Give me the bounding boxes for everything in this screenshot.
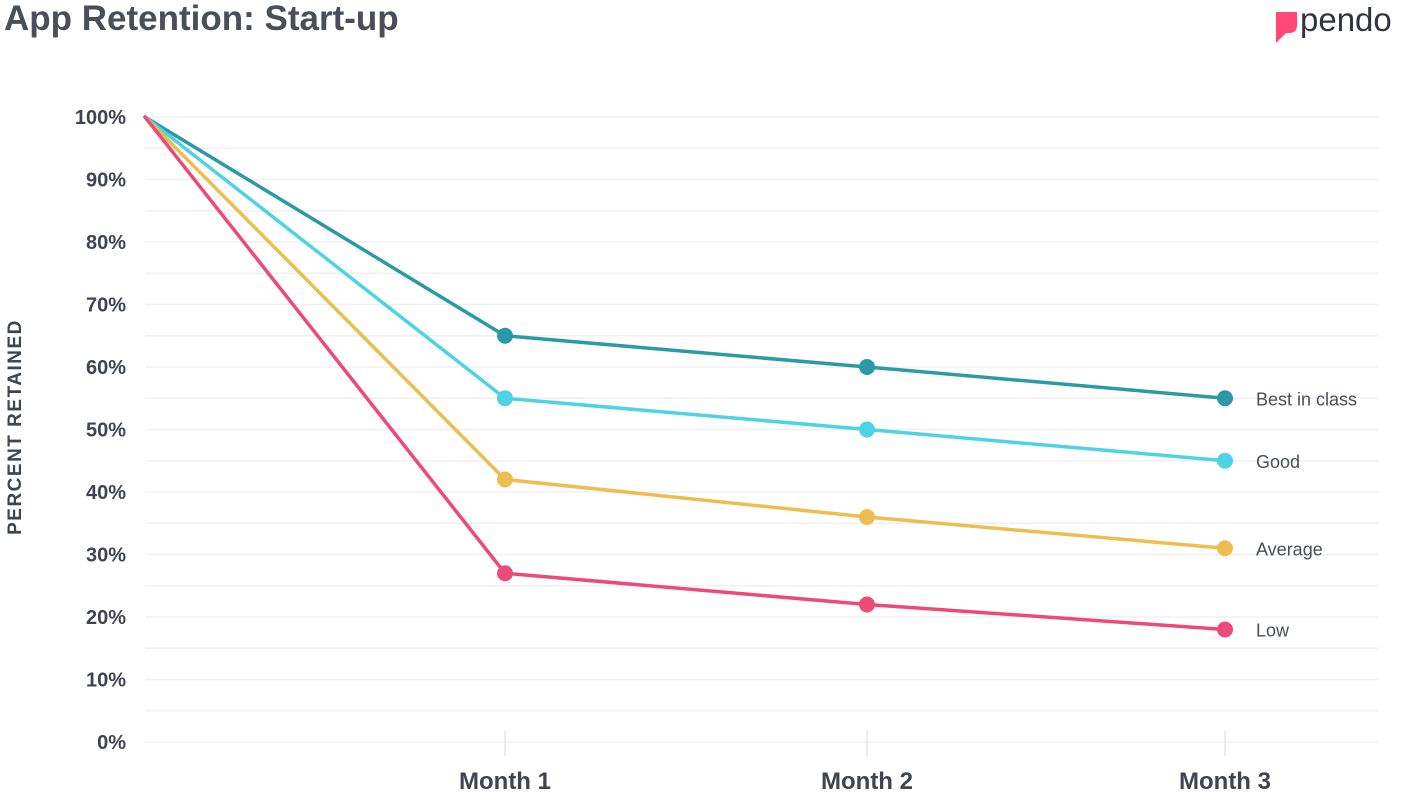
y-tick-label: 50% [86, 420, 126, 442]
y-tick-label: 30% [86, 545, 126, 567]
data-point-low [1217, 621, 1233, 638]
x-axis-ticks: Month 1 Month 2 Month 3 [459, 730, 1271, 792]
y-tick-label: 20% [86, 607, 126, 629]
data-point-best-in-class [497, 327, 513, 344]
brand-logo: pendo [1276, 1, 1392, 43]
y-tick-label: 70% [86, 295, 126, 317]
x-tick-label: Month 3 [1179, 768, 1271, 792]
pendo-logo-icon [1276, 12, 1297, 43]
series-label-average: Average [1256, 539, 1323, 559]
data-point-best-in-class [859, 359, 875, 375]
series-line-good [143, 115, 1227, 463]
data-point-average [859, 509, 875, 525]
y-axis-ticks: 100% 90% 80% 70% 60% 50% 40% 30% 20% 10% 0% [75, 107, 126, 754]
series-label-good: Good [1256, 452, 1300, 472]
data-point-best-in-class [1217, 390, 1233, 407]
data-point-low [859, 596, 875, 613]
series-labels: Best in class Good Average Low [1256, 389, 1357, 640]
data-point-low [497, 565, 513, 582]
data-point-good [497, 390, 513, 407]
series-line-low [143, 115, 1227, 632]
data-point-average [497, 471, 513, 488]
x-tick-label: Month 1 [459, 768, 551, 792]
data-point-good [859, 421, 875, 438]
data-point-average [1217, 540, 1233, 557]
y-tick-label: 0% [97, 732, 126, 754]
y-tick-label: 10% [86, 670, 126, 692]
y-tick-label: 100% [75, 107, 126, 129]
series-lines [143, 115, 1233, 638]
y-tick-label: 80% [86, 232, 126, 254]
brand-name: pendo [1300, 1, 1392, 38]
y-tick-label: 60% [86, 357, 126, 379]
data-point-good [1217, 452, 1233, 469]
grid [145, 116, 1378, 743]
y-axis-label: PERCENT RETAINED [5, 319, 26, 535]
series-label-low: Low [1256, 621, 1290, 641]
series-label-best-in-class: Best in class [1256, 389, 1357, 409]
y-tick-label: 90% [86, 170, 126, 192]
series-line-average [143, 115, 1227, 550]
x-tick-label: Month 2 [821, 768, 913, 792]
series-line-best-in-class [143, 115, 1227, 400]
chart-title: App Retention: Start-up [4, 0, 399, 38]
y-tick-label: 40% [86, 482, 126, 504]
